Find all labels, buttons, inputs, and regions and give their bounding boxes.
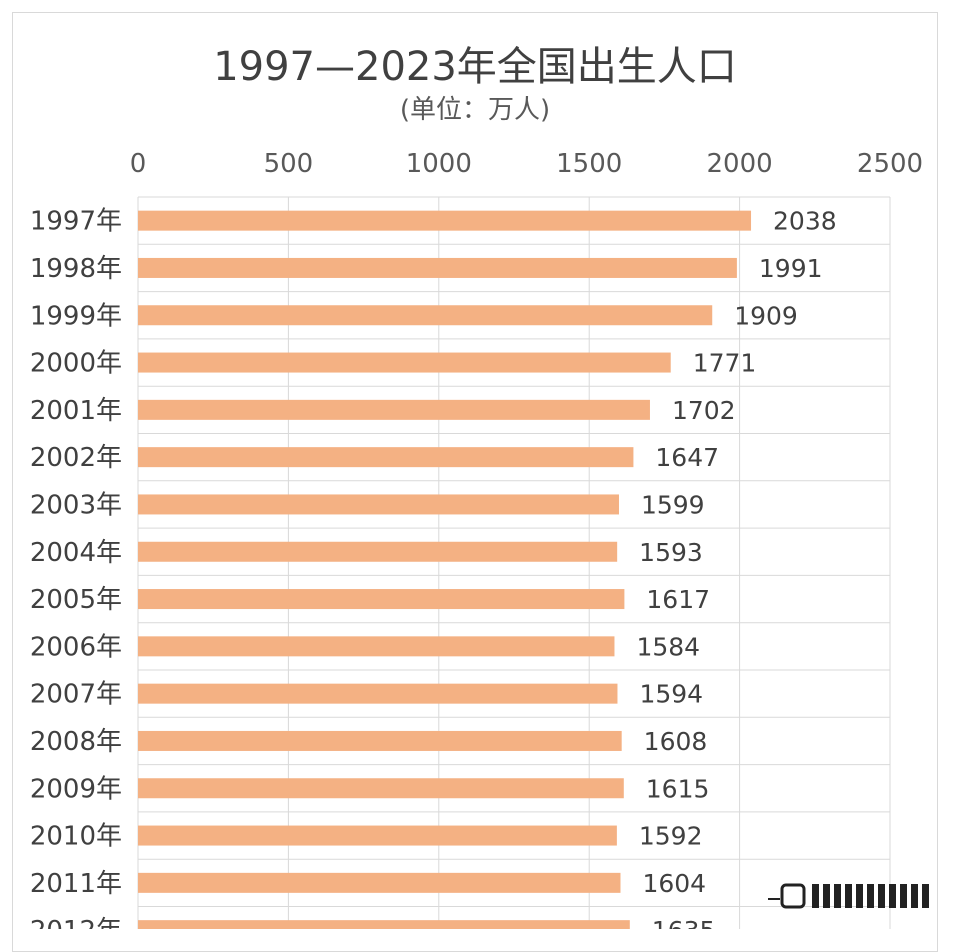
watermark-mark — [823, 884, 830, 908]
x-tick-label: 0 — [130, 149, 147, 179]
category-label: 2006年 — [30, 632, 122, 662]
value-label: 1599 — [641, 490, 705, 519]
value-label: 1592 — [639, 822, 703, 851]
value-label: 1615 — [646, 774, 710, 803]
watermark-mark — [834, 884, 841, 908]
x-tick-label: 500 — [264, 149, 314, 179]
bar — [138, 352, 671, 373]
watermark-mark — [878, 884, 885, 908]
watermark-mark — [768, 898, 780, 900]
watermark-mark — [900, 884, 907, 908]
category-label: 2011年 — [30, 869, 122, 899]
bar — [138, 730, 622, 751]
watermark-mark — [911, 884, 918, 908]
category-label: 1999年 — [30, 301, 122, 331]
value-labels: 2038 1991 1909 1771 1702 1647 1599 1593 1617 1584… — [636, 207, 836, 929]
bar — [138, 210, 752, 231]
value-label: 1702 — [672, 396, 736, 425]
bar — [138, 399, 650, 420]
bar — [138, 683, 618, 704]
bar — [138, 541, 618, 562]
bar — [138, 447, 634, 468]
chart-title: 1997—2023年全国出生人口 — [213, 44, 737, 90]
bar — [138, 872, 621, 893]
category-label: 2000年 — [30, 349, 122, 379]
value-label: 1593 — [639, 538, 703, 567]
watermark-mark — [867, 884, 874, 908]
category-label: 2008年 — [30, 727, 122, 757]
chart-subtitle: (单位：万人) — [400, 95, 550, 125]
bar — [138, 636, 615, 657]
value-label: 1584 — [636, 632, 700, 661]
category-label: 2005年 — [30, 585, 122, 615]
category-label: 2007年 — [30, 680, 122, 710]
category-label: 2010年 — [30, 822, 122, 852]
category-label: 1997年 — [30, 207, 122, 237]
watermark-mark — [889, 884, 896, 908]
bars — [138, 210, 752, 929]
bar — [138, 494, 619, 515]
category-label: 2001年 — [30, 396, 122, 426]
category-label: 2004年 — [30, 538, 122, 568]
category-label: 1998年 — [30, 254, 122, 284]
bar — [138, 920, 630, 929]
watermark-mark — [780, 883, 806, 909]
watermark-mark — [856, 884, 863, 908]
bar — [138, 825, 617, 846]
x-tick-label: 1000 — [406, 149, 472, 179]
watermark-mark — [922, 884, 929, 908]
value-label: 1991 — [759, 254, 823, 283]
value-label: 1647 — [655, 443, 719, 472]
bar — [138, 257, 737, 278]
bar — [138, 305, 713, 326]
watermark — [768, 883, 929, 909]
category-label: 2009年 — [30, 774, 122, 804]
category-label: 2012年 — [30, 916, 122, 929]
value-label: 1608 — [644, 727, 708, 756]
x-axis-ticks: 0 500 1000 1500 2000 2500 — [130, 149, 923, 179]
watermark-mark — [845, 884, 852, 908]
bar — [138, 778, 624, 799]
value-label: 1635 — [652, 916, 716, 929]
value-label: 1594 — [639, 680, 703, 709]
category-label: 2003年 — [30, 490, 122, 520]
gridlines — [137, 196, 891, 929]
bar-chart: 1997—2023年全国出生人口 (单位：万人) 0 500 1000 1500 200… — [30, 44, 929, 929]
category-label: 2002年 — [30, 443, 122, 473]
x-tick-label: 2500 — [857, 149, 923, 179]
value-label: 1909 — [734, 301, 798, 330]
x-tick-label: 2000 — [707, 149, 773, 179]
watermark-mark — [812, 884, 819, 908]
value-label: 1617 — [646, 585, 710, 614]
value-label: 1604 — [642, 869, 706, 898]
bar — [138, 589, 625, 610]
x-tick-label: 1500 — [556, 149, 622, 179]
category-labels: 1997年 1998年 1999年 2000年 2001年 2002年 2003年 2004年… — [30, 207, 122, 929]
value-label: 1771 — [693, 349, 757, 378]
value-label: 2038 — [773, 207, 837, 236]
